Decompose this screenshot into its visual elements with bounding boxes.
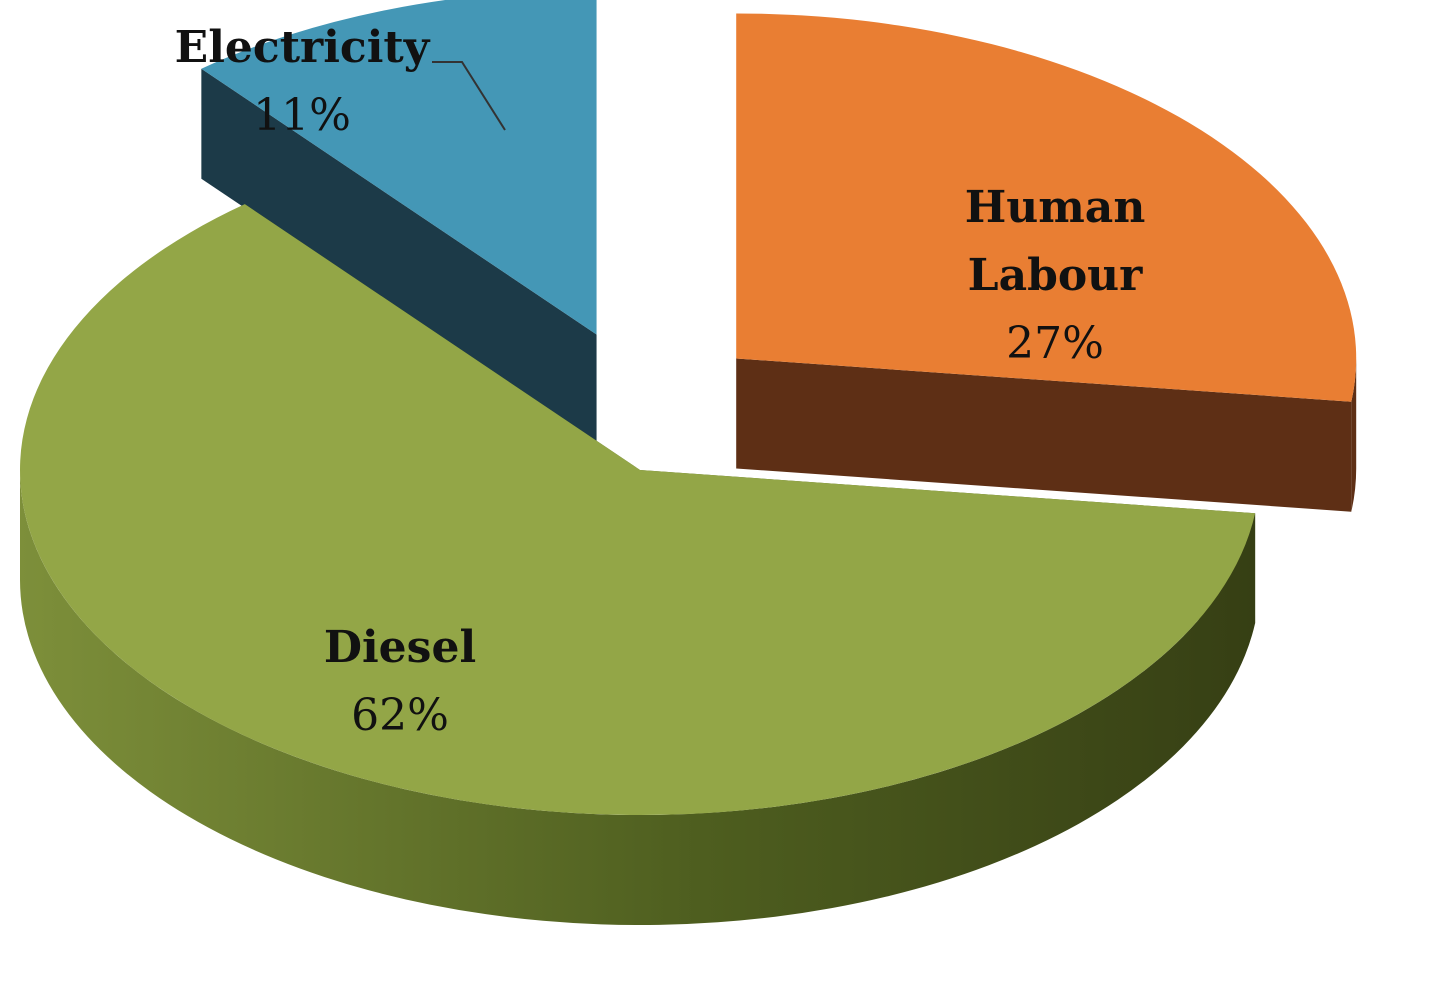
- slice-electricity-top: [201, 0, 597, 335]
- label-human-labour: Human Labour 27%: [965, 182, 1146, 369]
- pie-labels: Human Labour 27% Diesel 62% Electricity 11%: [175, 22, 1146, 741]
- label-human-labour-name: Human: [965, 182, 1146, 233]
- label-diesel-name: Diesel: [324, 622, 476, 673]
- slice-human-labour-cut-face-1: [736, 358, 1352, 512]
- pie-slices: [19, 0, 1357, 925]
- slice-human-labour-top: [736, 13, 1357, 402]
- slice-diesel-top: [19, 204, 1256, 816]
- label-human-labour-name: Labour: [968, 250, 1144, 301]
- label-diesel-value: 62%: [351, 690, 449, 741]
- label-electricity-name: Electricity: [175, 22, 431, 73]
- slice-human-labour: [736, 13, 1357, 512]
- slice-electricity-cut-face-0: [201, 68, 597, 445]
- slice-diesel-side: [20, 470, 1256, 925]
- label-electricity: Electricity 11%: [175, 22, 431, 141]
- slice-diesel: [19, 204, 1256, 925]
- label-diesel: Diesel 62%: [324, 622, 476, 741]
- electricity-leader-line: [432, 61, 506, 131]
- slice-human-labour-side: [1351, 358, 1357, 512]
- slice-electricity: [201, 0, 597, 445]
- label-human-labour-value: 27%: [1006, 318, 1104, 369]
- label-electricity-value: 11%: [253, 90, 351, 141]
